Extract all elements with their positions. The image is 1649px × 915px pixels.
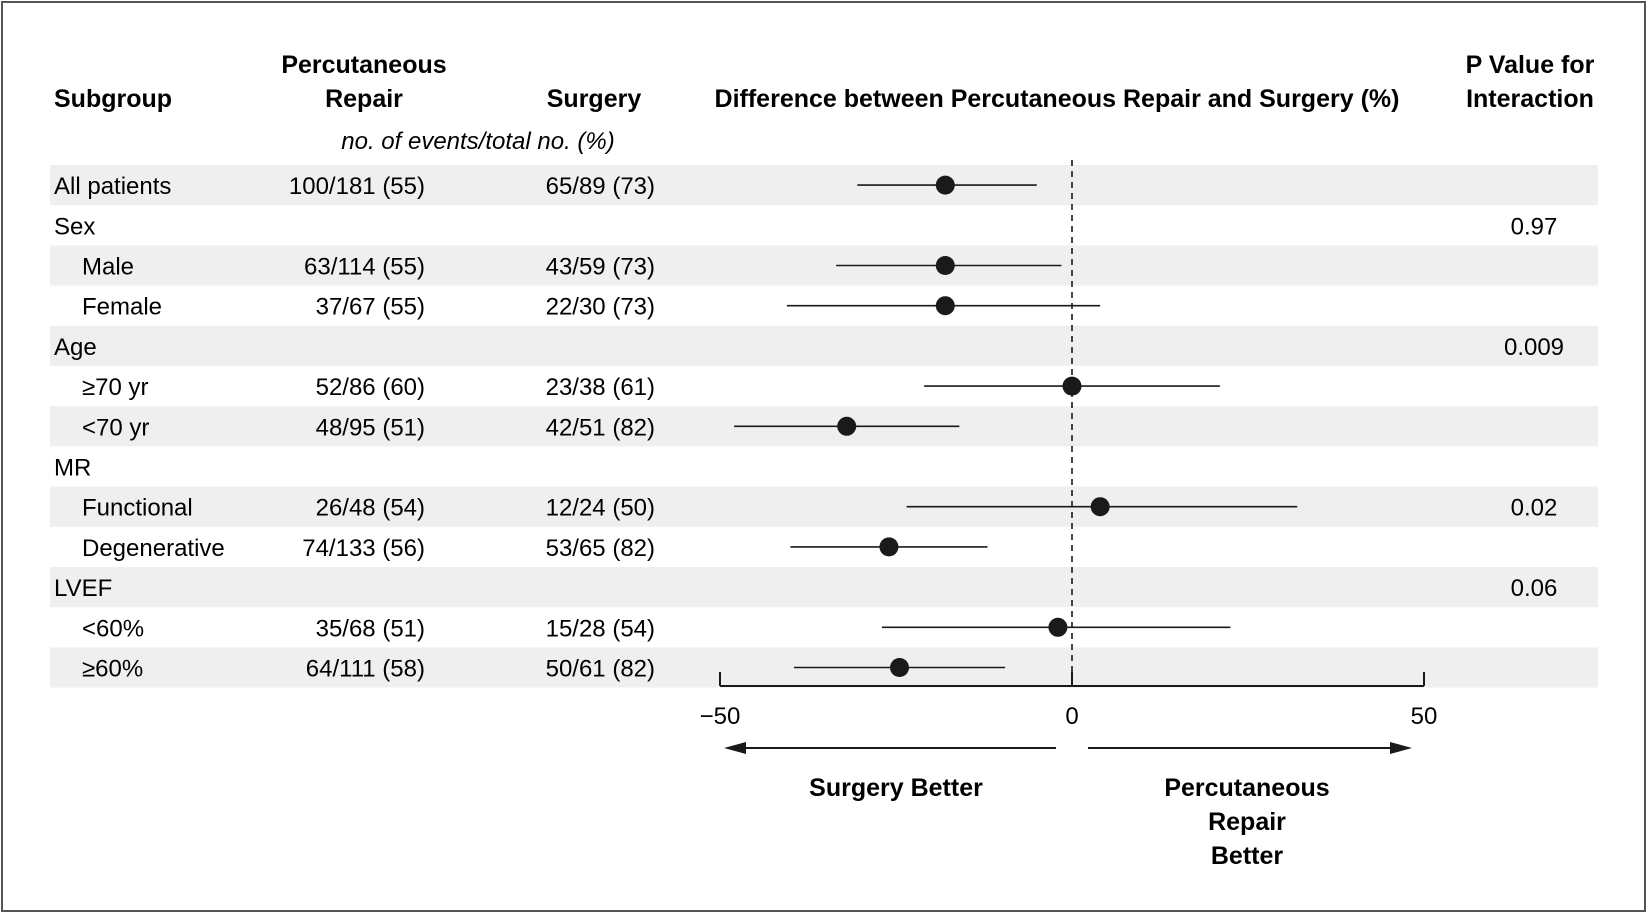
percutaneous-better-label: Percutaneous: [1164, 774, 1329, 802]
percutaneous-value: 35/68 (51): [316, 615, 425, 642]
x-axis: −50 0 50 Surgery Better Percutaneous Repair Be…: [700, 672, 1438, 870]
surgery-value: 53/65 (82): [546, 535, 655, 562]
pvalue-header-line2: Interaction: [1466, 85, 1594, 113]
point-estimate: [890, 658, 910, 677]
p-value: 0.06: [1511, 575, 1558, 602]
percutaneous-value: 37/67 (55): [316, 294, 425, 321]
row-shade: [50, 486, 1598, 527]
units-subheader: no. of events/total no. (%): [341, 128, 614, 155]
percutaneous-value: 63/114 (55): [304, 254, 425, 281]
subgroup-header: Subgroup: [54, 85, 172, 113]
left-arrow-head: [724, 742, 746, 754]
right-arrow-head: [1390, 742, 1412, 754]
surgery-value: 43/59 (73): [546, 254, 655, 281]
plot-area: [734, 160, 1298, 686]
percutaneous-value: 74/133 (56): [302, 535, 425, 562]
surgery-value: 22/30 (73): [546, 294, 655, 321]
p-value: 0.009: [1504, 334, 1564, 361]
pvalue-header-line1: P Value for: [1466, 51, 1595, 79]
point-estimate: [879, 537, 899, 557]
surgery-better-label: Surgery Better: [809, 774, 983, 802]
point-estimate: [837, 416, 857, 436]
subgroup-label: Male: [82, 254, 134, 281]
surgery-value: 23/38 (61): [546, 374, 655, 401]
subgroup-label: ≥60%: [82, 656, 143, 683]
row-shade: [50, 165, 1598, 206]
surgery-value: 50/61 (82): [546, 656, 655, 683]
point-estimate: [935, 296, 955, 316]
p-value: 0.97: [1511, 213, 1558, 240]
row-shading: [50, 165, 1598, 688]
p-value: 0.02: [1511, 495, 1558, 522]
surgery-header: Surgery: [547, 85, 642, 113]
percutaneous-better-label: Better: [1211, 842, 1284, 870]
subgroup-label: MR: [54, 455, 91, 482]
percutaneous-value: 100/181 (55): [289, 173, 425, 200]
percutaneous-value: 52/86 (60): [316, 374, 425, 401]
subgroup-label: LVEF: [54, 575, 112, 602]
row-shade: [50, 325, 1598, 366]
x-tick-label: 50: [1411, 703, 1438, 730]
table-rows: All patients 100/181 (55) 65/89 (73) Sex 0.9…: [54, 173, 1564, 682]
x-tick-label: 0: [1065, 703, 1078, 730]
point-estimate: [935, 256, 955, 275]
subgroup-label: Functional: [82, 495, 193, 522]
point-estimate: [1062, 376, 1082, 396]
percutaneous-value: 48/95 (51): [316, 414, 425, 441]
point-estimate: [1090, 497, 1110, 517]
percutaneous-header-line1: Percutaneous: [281, 51, 446, 79]
surgery-value: 65/89 (73): [546, 173, 655, 200]
surgery-value: 15/28 (54): [546, 615, 655, 642]
subgroup-label: Female: [82, 294, 162, 321]
surgery-value: 12/24 (50): [546, 495, 655, 522]
point-estimate: [1048, 617, 1068, 637]
percutaneous-value: 26/48 (54): [316, 495, 425, 522]
x-tick-label: −50: [700, 703, 741, 730]
subgroup-label: Age: [54, 334, 97, 361]
percutaneous-header-line2: Repair: [325, 85, 403, 113]
point-estimate: [935, 175, 955, 195]
subgroup-label: <70 yr: [82, 414, 149, 441]
subgroup-label: Degenerative: [82, 535, 225, 562]
surgery-value: 42/51 (82): [546, 414, 655, 441]
subgroup-label: <60%: [82, 615, 144, 642]
row-shade: [50, 567, 1598, 608]
row-shade: [50, 245, 1598, 286]
percutaneous-value: 64/111 (58): [306, 656, 425, 683]
subgroup-label: ≥70 yr: [82, 374, 149, 401]
difference-header: Difference between Percutaneous Repair a…: [715, 85, 1400, 113]
subgroup-label: All patients: [54, 173, 171, 200]
subgroup-label: Sex: [54, 213, 95, 240]
percutaneous-better-label: Repair: [1208, 808, 1286, 836]
